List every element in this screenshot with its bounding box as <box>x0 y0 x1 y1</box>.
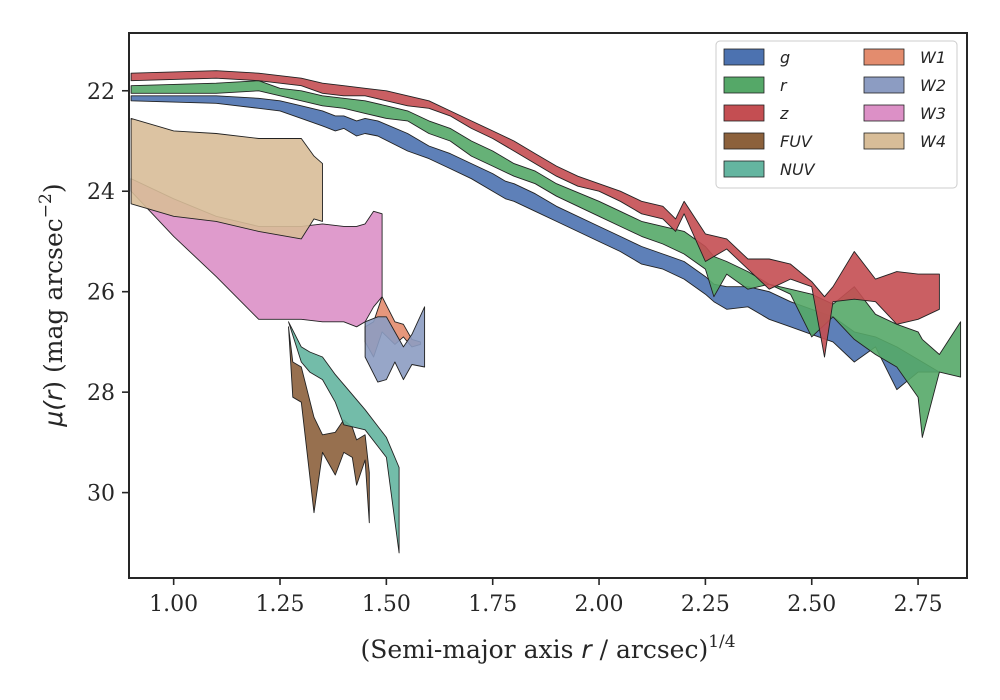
axes: 1.00 1.25 1.50 1.75 2.00 2.25 2.50 2.75 22 24 26 28… <box>87 32 968 617</box>
x-tick-label: 2.50 <box>787 592 836 617</box>
legend-label-r: r <box>780 76 788 95</box>
band-z <box>130 70 940 358</box>
x-tick-label: 2.25 <box>681 592 730 617</box>
band-r <box>130 80 962 438</box>
y-tick-label: 22 <box>87 80 115 105</box>
legend-label-nuv: NUV <box>780 160 816 179</box>
legend-swatch-w3 <box>863 104 905 122</box>
legend-swatch-fuv <box>723 132 765 150</box>
y-tick-label: 26 <box>87 281 115 306</box>
legend-label-fuv: FUV <box>780 132 813 151</box>
x-tick-label: 2.00 <box>575 592 624 617</box>
legend-swatch-w2 <box>863 76 905 94</box>
legend-label-g: g <box>780 48 790 67</box>
band-w2 <box>364 306 426 383</box>
legend-swatch-w4 <box>863 132 905 150</box>
legend-label-w3: W3 <box>920 104 946 123</box>
band-fuv <box>288 326 370 524</box>
y-tick-label: 24 <box>87 180 115 205</box>
x-tick-label: 1.50 <box>362 592 411 617</box>
legend-label-w4: W4 <box>920 132 946 151</box>
x-tick-label: 1.25 <box>256 592 305 617</box>
legend-swatch-nuv <box>723 160 765 178</box>
y-tick-label: 30 <box>87 482 115 507</box>
x-tick-label: 1.75 <box>468 592 517 617</box>
y-tick-label: 28 <box>87 381 115 406</box>
legend-swatch-z <box>723 104 765 122</box>
legend-swatch-w1 <box>863 48 905 66</box>
band-nuv <box>288 321 400 554</box>
series-bands <box>130 70 962 554</box>
x-tick-label: 1.00 <box>149 592 198 617</box>
x-tick-label: 2.75 <box>894 592 943 617</box>
x-axis-label: (Semi-major axis r / arcsec)1/4 <box>360 632 735 664</box>
legend-label-w1: W1 <box>920 48 946 67</box>
band-w4 <box>130 117 323 240</box>
legend-label-z: z <box>779 104 789 123</box>
plot-frame <box>128 32 968 579</box>
legend-swatch-g <box>723 48 765 66</box>
legend: grz FUV NUV W1 W2 W3 W4 <box>715 40 958 189</box>
legend-swatch-r <box>723 76 765 94</box>
legend-label-w2: W2 <box>920 76 946 95</box>
y-axis-label: μ(r) (mag arcsec−2) <box>36 183 68 427</box>
